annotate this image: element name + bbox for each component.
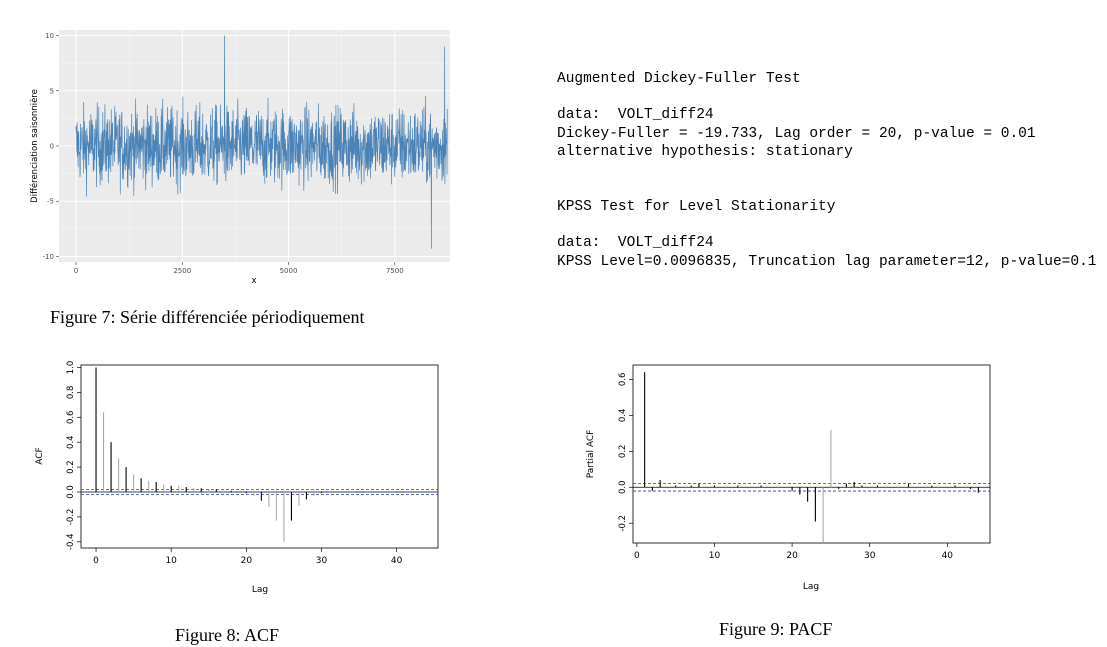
fig8-y-axis-label: ACF bbox=[35, 447, 45, 464]
figure7-caption: Figure 7: Série différenciée périodiquem… bbox=[50, 307, 365, 327]
fig8-x-axis-label: Lag bbox=[252, 585, 268, 595]
figure8-chart: -0.4-0.20.00.20.40.60.81.00 10 20 30 40 ACF … bbox=[35, 361, 439, 595]
figure9-chart: -0.2 0.0 0.2 0.4 0.6 0 10 20 30 40 Partial ACF La… bbox=[586, 364, 991, 592]
fig8-y-tick-label: 1.0 bbox=[66, 361, 76, 375]
adf-data-line: data: VOLT_diff24 bbox=[557, 107, 714, 123]
fig7-y-tick-label: -10 bbox=[43, 253, 54, 261]
fig9-y-tick-label: 0.0 bbox=[618, 480, 628, 494]
fig8-y-tick-label: -0.4 bbox=[66, 533, 76, 550]
kpss-data-line: data: VOLT_diff24 bbox=[557, 235, 714, 251]
fig9-y-axis-label: Partial ACF bbox=[586, 430, 596, 479]
fig9-y-tick-label: 0.6 bbox=[618, 373, 628, 387]
fig9-x-tick-label: 40 bbox=[942, 551, 954, 561]
adf-alternative-line: alternative hypothesis: stationary bbox=[557, 144, 853, 160]
fig8-x-tick-label: 30 bbox=[316, 556, 328, 566]
figure9-caption: Figure 9: PACF bbox=[719, 619, 833, 639]
fig9-plot-frame bbox=[632, 364, 991, 544]
kpss-title: KPSS Test for Level Stationarity bbox=[557, 199, 836, 215]
fig8-x-tick-label: 20 bbox=[241, 556, 253, 566]
fig8-y-tick-label: 0.0 bbox=[66, 485, 76, 499]
adf-statistic-line: Dickey-Fuller = -19.733, Lag order = 20,… bbox=[557, 126, 1036, 142]
fig7-x-tick-label: 5000 bbox=[280, 267, 298, 275]
fig7-x-tick-label: 2500 bbox=[173, 267, 191, 275]
fig8-x-tick-label: 10 bbox=[165, 556, 177, 566]
fig8-x-tick-label: 0 bbox=[93, 556, 99, 566]
fig7-y-tick-label: 5 bbox=[50, 87, 54, 95]
fig8-y-tick-label: 0.6 bbox=[66, 411, 76, 425]
fig8-y-tick-label: 0.2 bbox=[66, 460, 76, 474]
fig7-series-line bbox=[75, 35, 448, 249]
fig9-y-tick-label: 0.4 bbox=[618, 409, 628, 423]
kpss-statistic-line: KPSS Level=0.0096835, Truncation lag par… bbox=[557, 254, 1097, 270]
fig9-x-tick-label: 20 bbox=[786, 551, 798, 561]
fig7-x-axis-label: x bbox=[251, 276, 256, 286]
fig9-y-tick-label: -0.2 bbox=[618, 515, 628, 532]
fig7-y-tick-label: 0 bbox=[50, 143, 54, 151]
fig8-y-tick-label: 0.4 bbox=[66, 435, 76, 449]
fig7-y-axis-label: Différenciation saisonnière bbox=[29, 89, 40, 203]
fig9-x-axis-label: Lag bbox=[803, 582, 819, 592]
fig7-y-tick-label: 10 bbox=[45, 32, 54, 40]
fig8-x-tick-label: 40 bbox=[391, 556, 403, 566]
fig7-y-tick-label: -5 bbox=[47, 198, 54, 206]
fig8-plot-frame bbox=[80, 364, 439, 549]
adf-title: Augmented Dickey-Fuller Test bbox=[557, 71, 801, 87]
figure7-chart: -10 -5 0 5 10 0 2500 5000 7500 Différenciation s… bbox=[29, 30, 450, 286]
fig7-x-tick-label: 7500 bbox=[386, 267, 404, 275]
fig8-y-tick-label: -0.2 bbox=[66, 509, 76, 526]
fig9-y-tick-label: 0.2 bbox=[618, 445, 628, 459]
figure8-caption: Figure 8: ACF bbox=[175, 625, 280, 645]
fig9-x-tick-label: 0 bbox=[634, 551, 640, 561]
fig9-x-tick-label: 30 bbox=[864, 551, 876, 561]
fig8-y-tick-label: 0.8 bbox=[66, 386, 76, 400]
fig9-x-tick-label: 10 bbox=[709, 551, 721, 561]
fig7-x-tick-label: 0 bbox=[74, 267, 78, 275]
